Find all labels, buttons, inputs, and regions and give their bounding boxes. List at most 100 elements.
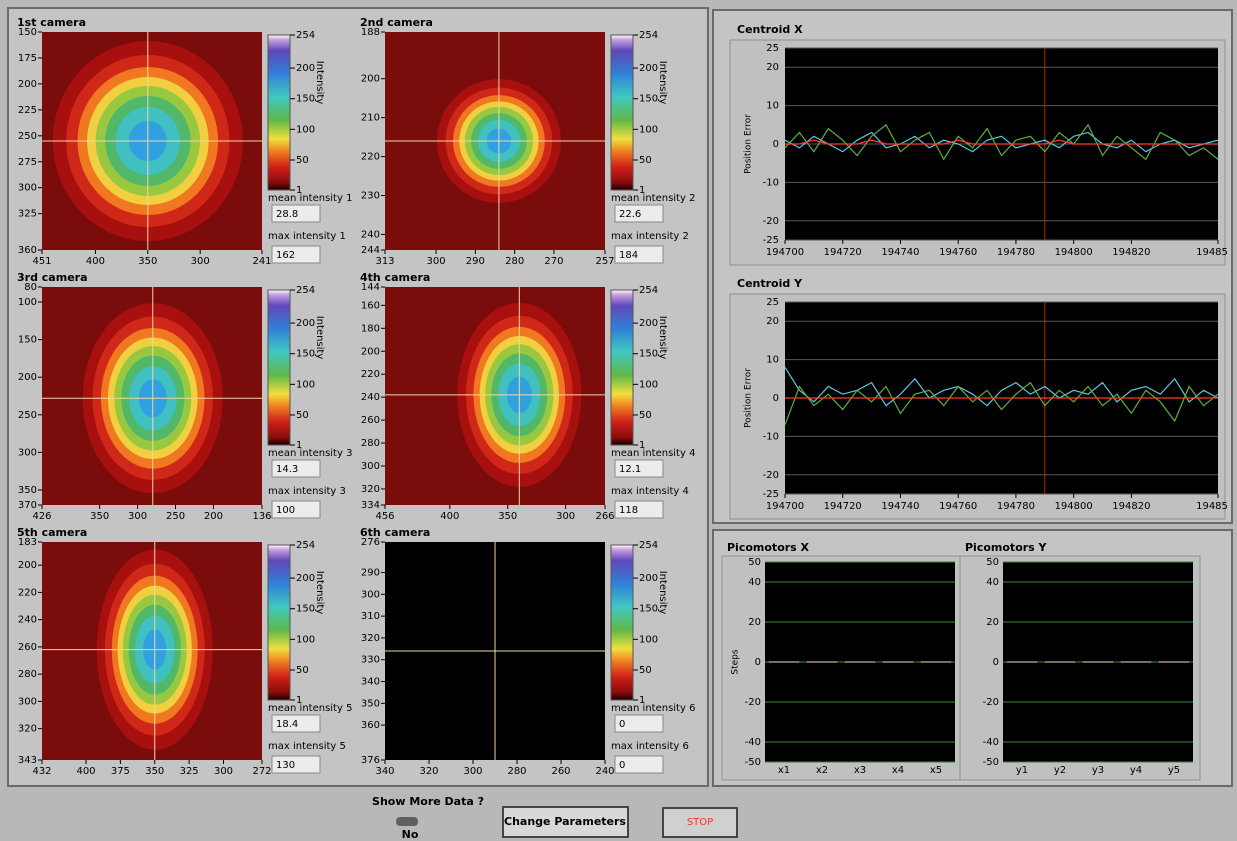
mean-label: mean intensity 1 [268, 193, 352, 204]
bar [1159, 662, 1189, 663]
colorbar-tick-label: 50 [296, 155, 309, 166]
max-value: 100 [276, 505, 295, 516]
y-tick-label: 0 [773, 139, 779, 150]
x-tick-label: 194720 [824, 501, 862, 512]
y-tick-label: -20 [763, 216, 779, 227]
y-tick-label: 150 [18, 335, 37, 346]
colorbar-tick-label: 150 [296, 94, 315, 105]
y-tick-label: 200 [361, 74, 380, 85]
colorbar-label: Intensity [314, 316, 325, 360]
x-tick-label: 350 [138, 256, 157, 267]
x-tick-label: 300 [191, 256, 210, 267]
colorbar-label: Intensity [314, 61, 325, 105]
y-tick-label: -25 [763, 489, 779, 500]
y-tick-label: 220 [18, 587, 37, 598]
chart-title: Centroid X [737, 23, 803, 36]
y-tick-label: 220 [361, 369, 380, 380]
y-tick-label: 244 [361, 245, 380, 256]
x-tick-label: 325 [180, 766, 199, 777]
bar [1045, 662, 1075, 663]
bar [1083, 662, 1113, 663]
bar [845, 662, 875, 663]
y-axis-label: Position Error [744, 114, 754, 174]
max-label: max intensity 5 [268, 741, 346, 752]
x-tick-label: x4 [892, 765, 904, 776]
max-label: max intensity 4 [611, 486, 689, 497]
y-tick-label: -40 [745, 737, 761, 748]
x-tick-label: 350 [145, 766, 164, 777]
x-tick-label: 300 [214, 766, 233, 777]
max-label: max intensity 1 [268, 231, 346, 242]
colorbar-tick-label: 254 [639, 30, 658, 41]
y-tick-label: 360 [361, 720, 380, 731]
x-tick-label: 300 [128, 511, 147, 522]
colorbar-tick-label: 254 [296, 540, 315, 551]
max-label: max intensity 2 [611, 231, 689, 242]
y-tick-label: 25 [766, 297, 779, 308]
x-tick-label: 194800 [1055, 501, 1093, 512]
y-tick-label: 180 [361, 323, 380, 334]
colorbar [611, 290, 633, 445]
y-tick-label: 10 [766, 355, 779, 366]
x-tick-label: y1 [1016, 765, 1028, 776]
colorbar-tick-label: 254 [639, 540, 658, 551]
colorbar-tick-label: 200 [296, 318, 315, 329]
colorbar-tick-label: 254 [639, 285, 658, 296]
colorbar-tick-label: 100 [296, 634, 315, 645]
y-tick-label: 376 [361, 755, 380, 766]
x-tick-label: 400 [76, 766, 95, 777]
y-tick-label: 275 [18, 157, 37, 168]
x-tick-label: 136 [252, 511, 271, 522]
colorbar-tick-label: 200 [639, 63, 658, 74]
mean-value: 18.4 [276, 719, 298, 730]
x-tick-label: 194740 [881, 247, 919, 258]
x-tick-label: x5 [930, 765, 942, 776]
y-tick-label: -20 [763, 470, 779, 481]
x-tick-label: 257 [595, 256, 614, 267]
y-tick-label: 300 [18, 183, 37, 194]
colorbar-tick-label: 100 [296, 379, 315, 390]
colorbar-label: Intensity [657, 61, 668, 105]
y-tick-label: -20 [983, 697, 999, 708]
mean-value: 12.1 [619, 464, 641, 475]
colorbar-tick-label: 100 [296, 124, 315, 135]
y-tick-label: -20 [745, 697, 761, 708]
x-tick-label: 200 [204, 511, 223, 522]
x-tick-label: y2 [1054, 765, 1066, 776]
x-tick-label: 194700 [766, 501, 804, 512]
x-tick-label: 290 [466, 256, 485, 267]
y-tick-label: 20 [986, 617, 999, 628]
y-tick-label: 200 [18, 79, 37, 90]
x-tick-label: 432 [32, 766, 51, 777]
y-tick-label: 40 [748, 577, 761, 588]
y-tick-label: 325 [18, 209, 37, 220]
max-value: 162 [276, 250, 295, 261]
y-tick-label: 100 [18, 297, 37, 308]
colorbar-tick-label: 200 [296, 63, 315, 74]
y-tick-label: 300 [361, 589, 380, 600]
x-tick-label: 250 [166, 511, 185, 522]
x-tick-label: 320 [419, 766, 438, 777]
colorbar [268, 290, 290, 445]
mean-label: mean intensity 2 [611, 193, 695, 204]
y-tick-label: 0 [755, 657, 761, 668]
y-tick-label: 300 [18, 447, 37, 458]
mean-label: mean intensity 5 [268, 703, 352, 714]
y-tick-label: 310 [361, 611, 380, 622]
x-tick-label: 350 [498, 511, 517, 522]
x-tick-label: 266 [595, 511, 614, 522]
mean-label: mean intensity 6 [611, 703, 695, 714]
x-tick-label: 19485 [1196, 501, 1228, 512]
x-tick-label: 300 [427, 256, 446, 267]
bar [807, 662, 837, 663]
y-tick-label: 350 [18, 485, 37, 496]
x-tick-label: 451 [32, 256, 51, 267]
x-tick-label: x2 [816, 765, 828, 776]
y-tick-label: 260 [18, 642, 37, 653]
colorbar-tick-label: 200 [639, 573, 658, 584]
x-tick-label: 19485 [1196, 247, 1228, 258]
y-axis-label: Steps [731, 649, 741, 674]
toggle-switch[interactable] [396, 817, 418, 826]
y-tick-label: 183 [18, 537, 37, 548]
y-tick-label: 350 [361, 698, 380, 709]
